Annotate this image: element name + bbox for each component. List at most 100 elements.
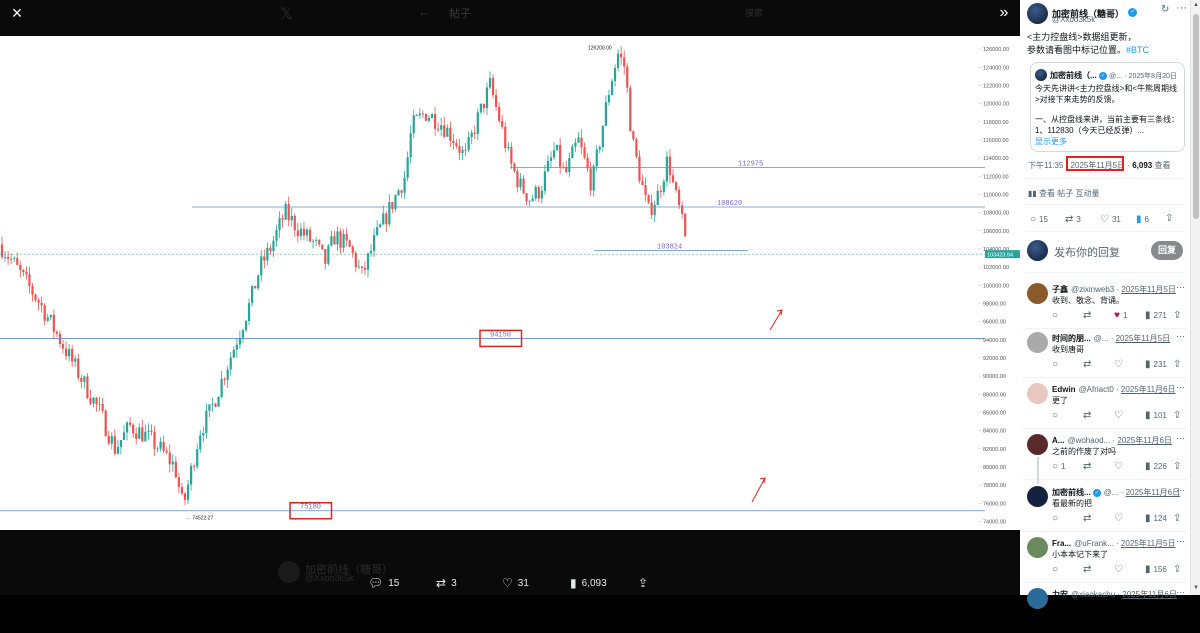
candle-body	[662, 181, 665, 192]
hashtag-link[interactable]: #BTC	[1126, 45, 1150, 55]
grok-icon[interactable]: ↻	[1161, 4, 1170, 15]
media-share-button[interactable]: ⇪	[638, 576, 648, 590]
reply-avatar[interactable]	[1027, 434, 1048, 455]
reply-handle[interactable]: @uFrank...	[1074, 539, 1114, 548]
reply-repost-button[interactable]: ⇄	[1083, 564, 1091, 575]
reply-handle[interactable]: @...	[1103, 488, 1119, 497]
reply-repost-button[interactable]: ⇄	[1083, 461, 1091, 472]
reply-reply-button[interactable]: ○	[1052, 310, 1058, 321]
post-reply-button[interactable]: ○ 15	[1030, 214, 1048, 225]
scroll-up-icon[interactable]: ▲	[1193, 2, 1199, 8]
author-name-row[interactable]: 加密前线（糖哥） ✓	[1052, 4, 1138, 22]
candle-body	[214, 403, 217, 407]
reply-more-icon[interactable]: ···	[1176, 433, 1185, 443]
reply-avatar[interactable]	[1027, 383, 1048, 404]
sidebar-scrollbar[interactable]: ▲ ▼	[1190, 0, 1200, 595]
media-views-button[interactable]: ▮ 6,093	[570, 576, 607, 590]
reply-share-button[interactable]: ⇪	[1173, 359, 1181, 370]
show-more-link[interactable]: 显示更多	[1035, 137, 1067, 146]
reply-reply-button[interactable]: ○	[1052, 410, 1058, 421]
media-repost-button[interactable]: ⇄ 3	[436, 576, 457, 590]
reply-date[interactable]: 2025年11月6日	[1125, 488, 1181, 497]
reply-like-button[interactable]: ♡	[1114, 513, 1123, 524]
reply-avatar[interactable]	[1027, 537, 1048, 558]
reply-views-button[interactable]: ▮ 231	[1145, 359, 1167, 370]
reply-date[interactable]: 2025年11月6日	[1120, 385, 1176, 394]
reply-handle[interactable]: @wohaod...	[1067, 436, 1111, 445]
y-tick-label: 108000.00	[983, 211, 1009, 217]
more-icon[interactable]: ···	[1176, 2, 1187, 14]
candle-body	[427, 118, 431, 121]
reply-repost-button[interactable]: ⇄	[1083, 410, 1091, 421]
reply-date[interactable]: 2025年11月5日	[1121, 285, 1176, 294]
reply-views-button[interactable]: ▮ 226	[1145, 461, 1167, 472]
reply-reply-button[interactable]: ○ 1	[1052, 461, 1066, 472]
reply-date[interactable]: 2025年11月6日	[1117, 436, 1172, 445]
reply-share-button[interactable]: ⇪	[1173, 513, 1181, 524]
author-name[interactable]: 加密前线（糖哥）	[1052, 9, 1125, 19]
reply-handle[interactable]: @Afriact0	[1078, 385, 1114, 394]
reply-repost-button[interactable]: ⇄	[1083, 359, 1091, 370]
reply-like-button[interactable]: ♡	[1114, 564, 1123, 575]
quoted-post[interactable]	[1030, 62, 1185, 152]
reply-handle[interactable]: @zixinweb3	[1071, 285, 1115, 294]
scroll-thumb[interactable]	[1193, 14, 1199, 219]
author-handle[interactable]: @Xxoo3k5k	[1052, 15, 1096, 24]
close-icon[interactable]: ×	[11, 2, 23, 23]
reply-share-button[interactable]: ⇪	[1173, 564, 1181, 575]
reply-repost-button[interactable]: ⇄	[1083, 310, 1091, 321]
reply-author[interactable]: 子鑫	[1052, 285, 1068, 294]
reply-handle[interactable]: @...	[1093, 334, 1109, 343]
repost-icon: ⇄	[1083, 564, 1092, 575]
post-like-button[interactable]: ♡ 31	[1100, 214, 1121, 225]
reply-like-button[interactable]: ♡	[1114, 359, 1123, 370]
post-share-button[interactable]: ⇪	[1165, 213, 1173, 224]
post-repost-button[interactable]: ⇄ 3	[1065, 214, 1081, 225]
reply-like-button[interactable]: ♥ 1	[1114, 310, 1127, 321]
reply-views-button[interactable]: ▮ 124	[1145, 513, 1167, 524]
reply-views-button[interactable]: ▮ 101	[1145, 410, 1167, 421]
author-avatar[interactable]	[1027, 3, 1048, 24]
collapse-panel-icon[interactable]: »	[999, 4, 1009, 21]
reply-header: 时间的朋... @... · 2025年11月5日	[1052, 333, 1184, 344]
reply-author[interactable]: A...	[1052, 436, 1065, 445]
media-like-button[interactable]: ♡ 31	[502, 576, 529, 590]
scroll-down-icon[interactable]: ▼	[1193, 585, 1199, 591]
reply-views-button[interactable]: ▮ 156	[1145, 564, 1167, 575]
reply-author[interactable]: 加密前线...	[1052, 488, 1091, 497]
reply-date[interactable]: 2025年11月5日	[1115, 334, 1171, 343]
reply-share-button[interactable]: ⇪	[1173, 310, 1181, 321]
compose-input[interactable]: 发布你的回复	[1054, 247, 1120, 259]
reply-reply-button[interactable]: ○	[1052, 513, 1058, 524]
reply-avatar[interactable]	[1027, 283, 1048, 304]
reply-reply-button[interactable]: ○	[1052, 564, 1058, 575]
reply-share-button[interactable]: ⇪	[1173, 410, 1181, 421]
reply-more-icon[interactable]: ···	[1176, 485, 1185, 495]
candle-body	[202, 433, 205, 436]
reply-reply-button[interactable]: ○	[1052, 359, 1058, 370]
reply-avatar[interactable]	[1027, 332, 1048, 353]
compose-reply-button[interactable]: 回复	[1151, 241, 1183, 260]
reply-avatar[interactable]	[1027, 486, 1048, 507]
reply-author[interactable]: 时间的朋...	[1052, 334, 1091, 343]
reply-more-icon[interactable]: ···	[1176, 282, 1185, 292]
reply-author[interactable]: Edwin	[1052, 385, 1076, 394]
candle-body	[641, 180, 644, 186]
reply-share-button[interactable]: ⇪	[1173, 461, 1181, 472]
candle-body	[376, 227, 379, 236]
reply-more-icon[interactable]: ···	[1176, 331, 1185, 341]
reply-more-icon[interactable]: ···	[1176, 587, 1185, 597]
media-reply-button[interactable]: 💬︎ 15	[368, 576, 399, 590]
reply-more-icon[interactable]: ···	[1176, 536, 1185, 546]
reply-author[interactable]: Fra...	[1052, 539, 1072, 548]
engagement-link[interactable]: ▮▮ 查看 帖子 互动量	[1028, 188, 1099, 199]
reply-views-button[interactable]: ▮ 271	[1145, 310, 1167, 321]
reply-like-button[interactable]: ♡	[1114, 410, 1123, 421]
reply-repost-button[interactable]: ⇄	[1083, 513, 1091, 524]
reply-more-icon[interactable]: ···	[1176, 382, 1185, 392]
reply-date[interactable]: 2025年11月5日	[1120, 539, 1176, 548]
reply-like-button[interactable]: ♡	[1114, 461, 1123, 472]
post-bookmark-button[interactable]: ▮ 6	[1136, 214, 1149, 225]
post-date-link[interactable]: 2025年11月5日	[1070, 161, 1126, 170]
reply-avatar[interactable]	[1027, 588, 1048, 609]
